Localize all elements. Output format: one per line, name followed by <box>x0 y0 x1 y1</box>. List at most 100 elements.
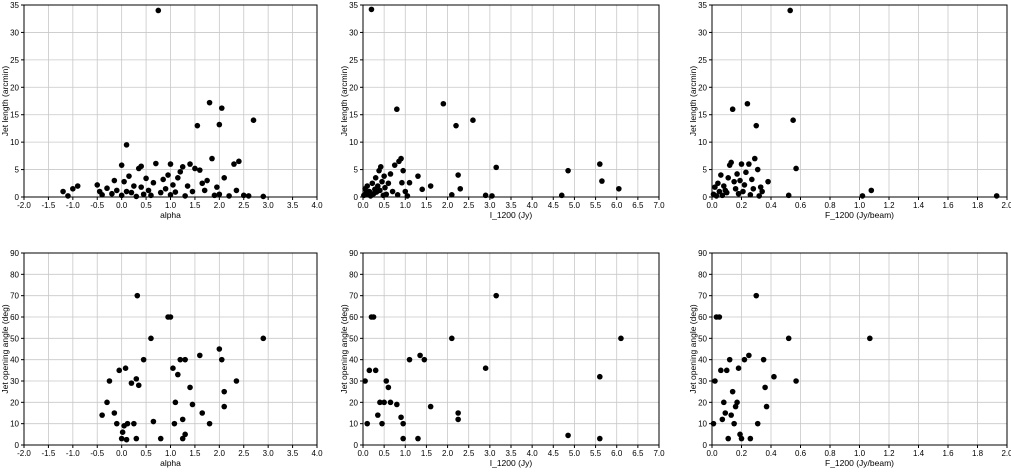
data-point <box>718 172 724 178</box>
data-point <box>221 403 228 410</box>
data-point <box>449 192 455 198</box>
x-tick-label: 1.0 <box>854 201 866 210</box>
x-tick-label: 1.5 <box>189 201 201 210</box>
x-tick-label: 2.5 <box>238 201 250 210</box>
data-point <box>762 384 768 391</box>
y-tick-label: 40 <box>10 356 19 365</box>
data-point <box>406 179 413 186</box>
x-tick-label: 0.8 <box>824 201 836 210</box>
y-tick-label: 0 <box>354 193 359 202</box>
y-axis-label: Jet length (arcmin) <box>688 66 698 137</box>
x-tick-label: 1.5 <box>421 201 433 210</box>
data-point <box>106 378 113 384</box>
x-tick-label: -1.0 <box>66 201 80 210</box>
x-tick-label: 1.5 <box>189 449 201 458</box>
data-point <box>150 179 157 186</box>
data-point <box>419 186 426 193</box>
scatter-panel-5: 0.0 0.5 1.0 1.5 2.0 2.5 3.0 3.5 4.0 4.5 5.0 5.5 6.0 6… <box>339 249 665 468</box>
x-tick-label: 0.4 <box>765 201 777 210</box>
data-point <box>133 435 140 442</box>
x-tick-label: 0.6 <box>795 201 807 210</box>
data-point <box>123 142 130 148</box>
data-point <box>99 192 105 198</box>
data-point <box>167 192 174 198</box>
data-point <box>381 399 387 406</box>
x-tick-label: -1.5 <box>42 449 56 458</box>
x-tick-label: 0.5 <box>141 449 153 458</box>
data-point <box>740 188 746 195</box>
data-point <box>404 193 411 199</box>
data-point <box>104 185 110 192</box>
data-point <box>211 192 218 199</box>
data-point <box>387 171 394 177</box>
x-tick-label: 0.0 <box>706 201 718 210</box>
data-point <box>182 356 188 363</box>
data-point <box>379 420 385 427</box>
y-tick-label: 25 <box>349 56 358 65</box>
data-point <box>65 193 71 199</box>
x-tick-label: -0.5 <box>90 449 104 458</box>
data-point <box>738 161 745 167</box>
data-point <box>728 159 734 166</box>
data-point <box>157 435 164 442</box>
data-point <box>143 175 149 182</box>
x-tick-label: 2.5 <box>238 449 250 458</box>
data-point <box>199 180 206 187</box>
x-tick-label: 5.5 <box>590 201 602 210</box>
data-point <box>364 420 371 427</box>
data-point <box>131 420 137 427</box>
data-point <box>493 292 500 299</box>
y-tick-label: 0 <box>15 193 20 202</box>
data-point <box>729 388 736 395</box>
data-point <box>179 164 186 170</box>
data-point <box>737 177 743 184</box>
data-point <box>187 384 193 391</box>
data-point <box>131 183 137 189</box>
data-point <box>233 187 240 194</box>
data-point <box>759 188 765 195</box>
y-tick-label: 30 <box>698 28 707 37</box>
data-point <box>565 167 571 174</box>
data-point <box>616 185 622 192</box>
data-point <box>118 162 125 168</box>
x-axis-label: alpha <box>160 458 181 468</box>
data-point <box>482 192 489 199</box>
data-point <box>216 121 223 128</box>
data-point <box>618 335 624 342</box>
data-point <box>741 182 748 188</box>
data-point <box>372 175 379 181</box>
data-point <box>377 187 383 194</box>
x-tick-label: 5.5 <box>590 449 602 458</box>
x-tick-label: -2.0 <box>17 201 31 210</box>
data-point <box>993 193 1000 199</box>
data-point <box>138 163 144 170</box>
data-point <box>184 183 191 189</box>
data-point <box>749 176 755 183</box>
data-point <box>398 414 404 421</box>
data-point <box>597 161 603 167</box>
data-point <box>760 356 767 363</box>
data-point <box>187 161 193 167</box>
x-tick-label: 3.0 <box>484 201 496 210</box>
data-point <box>746 352 752 359</box>
data-point <box>394 106 400 113</box>
x-tick-label: 1.6 <box>942 449 954 458</box>
data-point <box>148 335 154 342</box>
data-point <box>138 184 144 190</box>
x-tick-label: 1.8 <box>972 201 984 210</box>
data-point <box>119 429 126 436</box>
x-tick-label: 3.5 <box>287 449 299 458</box>
data-point <box>175 175 181 181</box>
data-point <box>385 180 392 187</box>
data-point <box>124 420 131 427</box>
data-point <box>741 356 748 363</box>
data-point <box>721 183 727 189</box>
data-point <box>756 193 762 199</box>
data-point <box>379 178 385 185</box>
data-point <box>449 335 455 342</box>
y-tick-label: 10 <box>698 420 707 429</box>
x-tick-label: 0.2 <box>736 201 748 210</box>
data-point <box>757 184 764 190</box>
data-point <box>455 172 461 178</box>
